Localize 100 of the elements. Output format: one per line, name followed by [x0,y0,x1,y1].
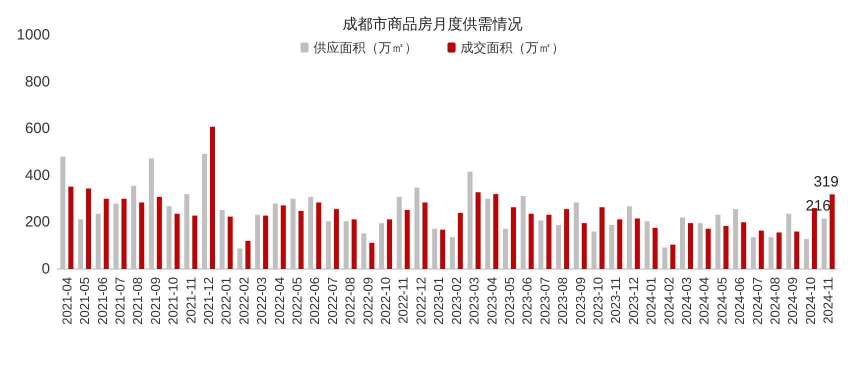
bar [670,244,676,269]
bar [104,198,109,269]
legend-label: 供应面积（万㎡） [314,40,418,55]
bar [78,219,84,269]
bar [794,232,800,269]
bar [379,223,384,269]
bar [520,196,526,269]
bar [121,198,126,269]
bar [280,205,286,269]
bar [414,188,420,269]
bar [502,228,508,269]
bar [538,220,544,269]
bar [599,207,604,269]
x-tick-label: 2022-02 [236,277,252,325]
bar [316,202,322,269]
bar [396,196,402,269]
bar [458,212,463,269]
data-label: 319 [814,173,839,190]
bar [485,198,490,269]
bar [634,218,640,269]
bar [131,186,136,269]
chart-title: 成都市商品房月度供需情况 [342,16,522,33]
x-tick-label: 2023-09 [572,277,588,325]
bar [741,222,746,269]
bar [96,214,101,269]
bar [272,203,278,269]
bar [139,202,144,269]
x-tick-label: 2024-07 [750,277,765,325]
x-tick-label: 2022-08 [342,277,358,325]
bar [255,214,260,269]
x-tick-label: 2021-08 [130,277,146,325]
bar [192,216,198,269]
x-tick-label: 2023-05 [502,277,517,325]
x-tick-label: 2024-11 [820,277,836,324]
x-tick-label: 2023-04 [484,277,500,325]
bar [698,223,703,269]
x-tick-label: 2022-07 [324,277,340,325]
x-tick-label: 2023-10 [590,277,606,325]
bar [202,154,207,269]
bar [290,198,296,269]
x-tick-label: 2021-11 [183,277,198,324]
bar [220,210,225,269]
x-tick-label: 2023-03 [466,277,482,325]
bar [308,196,314,269]
bar [86,188,92,269]
bar [361,233,366,269]
x-tick-label: 2021-10 [166,277,181,325]
bar [210,126,215,269]
y-tick-label: 0 [42,260,50,278]
bar [493,194,498,269]
x-tick-label: 2022-11 [396,277,411,324]
bar [113,203,118,269]
legend-label: 成交面积（万㎡） [460,40,564,55]
bar [758,230,764,269]
bar [706,228,711,269]
bar [822,218,827,269]
bar [432,228,438,269]
bar [468,172,473,269]
bar [228,216,233,269]
bar [564,209,570,269]
x-tick-label: 2023-07 [537,277,552,325]
bar [476,192,481,269]
bar [404,210,410,269]
bar [263,216,268,269]
bar [450,237,455,269]
bar [776,232,782,269]
bar [60,156,66,269]
x-tick-label: 2023-02 [448,277,464,325]
y-tick-label: 800 [24,73,50,90]
x-tick-label: 2021-07 [112,277,128,325]
bar [715,214,720,269]
bar [440,230,446,269]
bar [786,214,792,269]
bar [510,207,516,269]
x-tick-label: 2023-08 [555,277,570,325]
bar [237,248,242,269]
y-tick-label: 200 [24,214,50,231]
bar [574,202,579,269]
x-tick-label: 2024-05 [714,277,730,325]
bar [609,225,614,269]
bar [245,240,250,269]
bar [644,221,650,269]
x-tick-label: 2024-08 [768,277,783,325]
bar [156,196,162,269]
x-tick-label: 2022-01 [218,277,234,325]
bar [804,239,809,269]
bar [166,206,172,269]
x-tick-label: 2022-12 [413,277,428,325]
bar [617,219,622,269]
x-tick-label: 2024-01 [644,277,659,325]
bar [344,221,349,269]
bar [680,218,686,269]
bar [326,221,331,269]
x-tick-label: 2024-02 [661,277,676,325]
bar [556,225,562,269]
y-tick-label: 600 [24,120,50,138]
bar [148,158,154,269]
bar [626,206,632,269]
x-tick-label: 2024-09 [785,277,800,325]
x-tick-label: 2022-05 [290,277,305,325]
